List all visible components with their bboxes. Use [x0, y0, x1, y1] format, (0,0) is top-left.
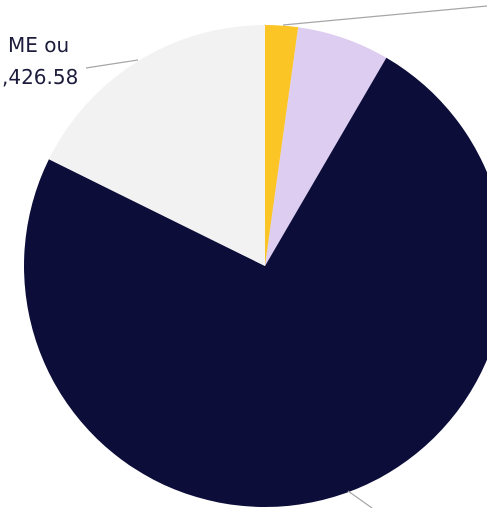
- leader-line: [85, 59, 139, 69]
- pie-slice: [48, 24, 265, 266]
- annotation: ,426.58: [2, 65, 78, 89]
- annotation: ME ou: [8, 33, 69, 57]
- pie-slice: [265, 27, 387, 266]
- pie: [24, 24, 487, 507]
- leader-line: [347, 490, 373, 508]
- pie-slice: [265, 25, 299, 266]
- leader-line: [282, 5, 487, 26]
- pie-slice: [24, 57, 487, 507]
